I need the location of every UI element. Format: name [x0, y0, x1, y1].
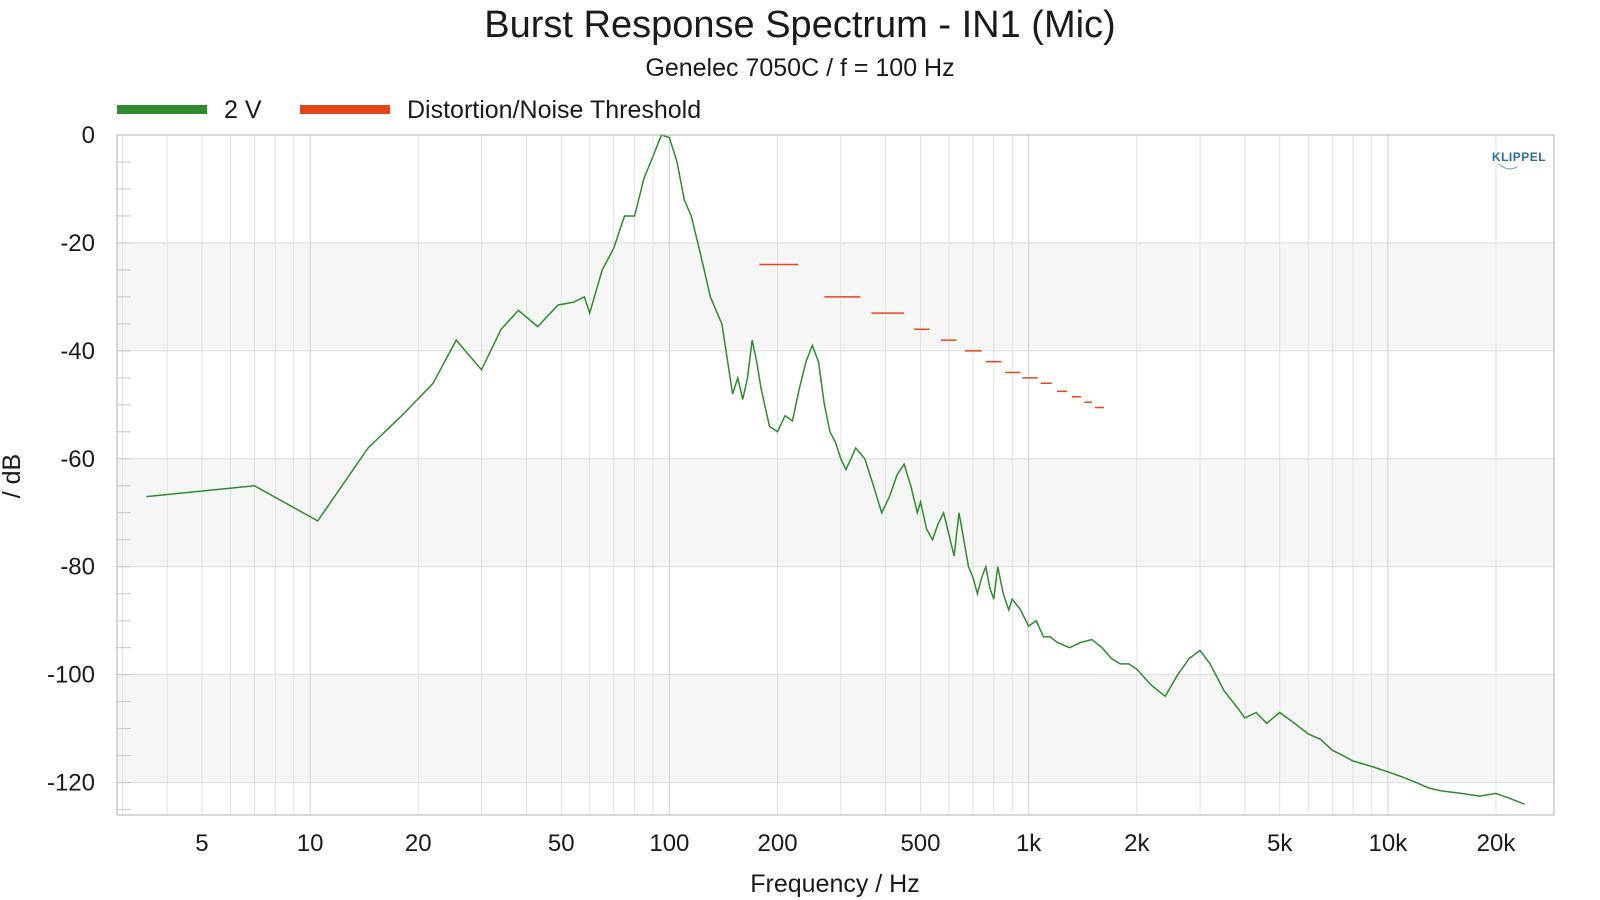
legend-swatch-threshold [300, 105, 390, 114]
x-tick-label: 2k [1124, 830, 1150, 857]
x-tick-label: 20k [1477, 830, 1517, 857]
x-tick-label: 500 [900, 830, 940, 857]
y-tick-label: -120 [47, 770, 95, 797]
y-tick-label: -20 [60, 230, 95, 257]
y-tick-label: 0 [82, 122, 95, 149]
legend: 2 V Distortion/Noise Threshold [117, 96, 701, 124]
logo-swoosh-icon [1498, 163, 1518, 170]
x-tick-label: 5 [195, 830, 208, 857]
threshold-series [759, 263, 1104, 409]
x-axis-label: Frequency / Hz [750, 870, 920, 898]
grid-band [117, 458, 1554, 567]
brand-logo-text: KLIPPEL [1492, 150, 1546, 164]
plot-bands [117, 242, 1554, 783]
y-tick-label: -100 [47, 662, 95, 689]
y-tick-label: -80 [60, 554, 95, 581]
x-tick-label: 5k [1267, 830, 1293, 857]
plot-frame [116, 134, 1555, 816]
grid-band [117, 674, 1554, 783]
x-tick-label: 200 [758, 830, 798, 857]
chart-title: Burst Response Spectrum - IN1 (Mic) [484, 4, 1115, 46]
x-tick-label: 1k [1016, 830, 1042, 857]
y-axis-ticks: 0 -20 -40 -60 -80 -100 -120 [47, 122, 95, 797]
x-axis-ticks: 5 10 20 50 100 200 500 1k 2k 5k 10k 20k [195, 830, 1516, 857]
series-line-2v [146, 134, 1525, 805]
legend-swatch-2v [117, 105, 207, 114]
chart-subtitle: Genelec 7050C / f = 100 Hz [645, 54, 954, 82]
y-tick-label: -40 [60, 338, 95, 365]
y-tick-label: -60 [60, 446, 95, 473]
klippel-logo: KLIPPEL [1492, 150, 1546, 170]
x-tick-label: 20 [405, 830, 432, 857]
x-tick-label: 50 [548, 830, 575, 857]
legend-label-threshold: Distortion/Noise Threshold [407, 96, 701, 124]
grid [117, 134, 1554, 815]
legend-label-2v: 2 V [224, 96, 262, 124]
x-tick-label: 10k [1369, 830, 1409, 857]
x-tick-label: 100 [649, 830, 689, 857]
y-axis-label: / dB [0, 454, 26, 498]
x-tick-label: 10 [297, 830, 324, 857]
